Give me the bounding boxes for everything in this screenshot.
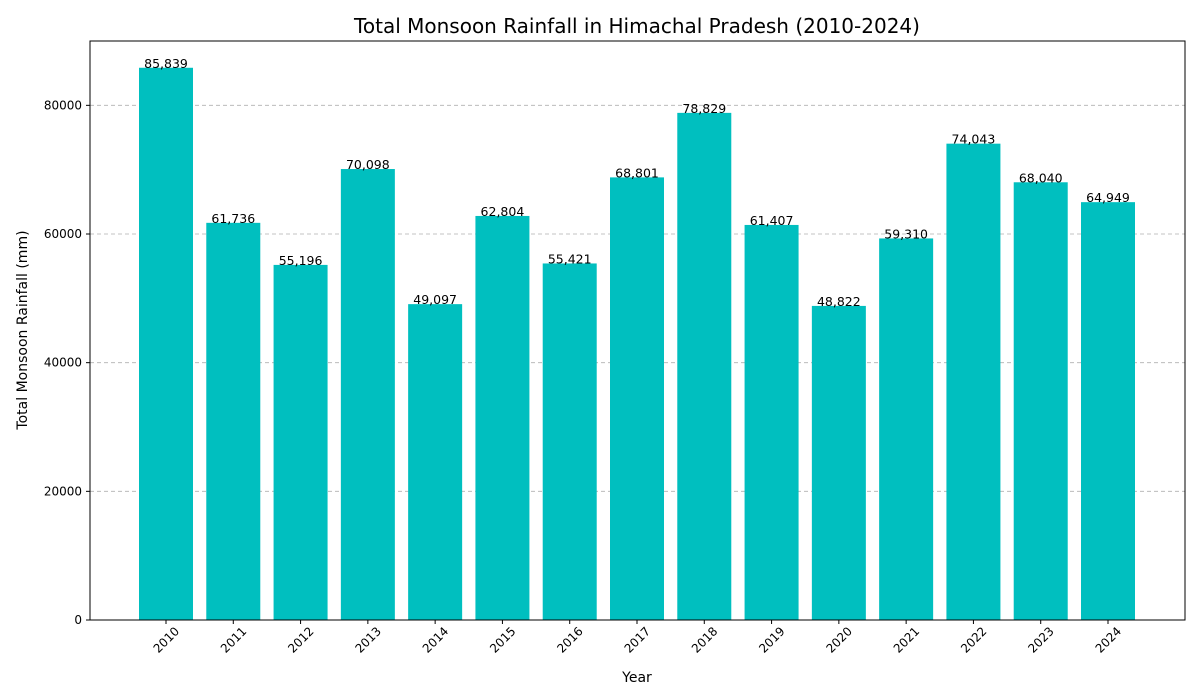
bar: [408, 304, 463, 620]
bar-value-label: 62,804: [481, 204, 525, 219]
x-tick-label: 2020: [823, 624, 854, 655]
y-axis-label: Total Monsoon Rainfall (mm): [15, 230, 31, 430]
bar: [811, 305, 866, 620]
bar: [610, 177, 664, 620]
y-axis-ticks: 0 20000 40000 60000 80000: [44, 98, 90, 627]
y-tick-label: 40000: [44, 356, 82, 370]
bar-value-label: 55,421: [548, 251, 592, 266]
bar-value-label: 74,043: [952, 132, 996, 147]
x-tick-label: 2019: [756, 624, 787, 655]
bar: [206, 222, 261, 620]
x-tick-label: 2011: [218, 624, 249, 655]
x-tick-label: 2024: [1093, 624, 1124, 655]
bar-value-label: 68,801: [615, 165, 659, 180]
bar-value-label: 68,040: [1019, 170, 1063, 185]
bar: [946, 143, 1001, 621]
bar-value-label: 49,097: [413, 292, 457, 307]
x-tick-label: 2017: [622, 624, 653, 655]
bars: [139, 67, 1135, 621]
bar-value-label: 59,310: [884, 226, 928, 241]
bar: [879, 238, 934, 620]
y-tick-label: 60000: [44, 227, 82, 241]
x-tick-label: 2013: [352, 624, 383, 655]
bar: [475, 215, 530, 620]
bar: [1081, 202, 1135, 620]
x-tick-label: 2015: [487, 624, 518, 655]
x-tick-label: 2021: [891, 624, 922, 655]
bar: [340, 169, 395, 620]
bar-value-label: 78,829: [682, 101, 726, 116]
bar: [677, 112, 732, 621]
y-tick-label: 80000: [44, 98, 82, 112]
bar-value-label: 61,407: [750, 213, 794, 228]
x-tick-label: 2010: [151, 624, 182, 655]
bar: [139, 67, 193, 620]
x-axis-label: Year: [621, 670, 652, 686]
bar-value-label: 55,196: [279, 253, 323, 268]
y-tick-label: 0: [74, 613, 82, 627]
bar: [273, 264, 328, 620]
bar-value-label: 70,098: [346, 157, 390, 172]
y-tick-label: 20000: [44, 484, 82, 498]
bar: [542, 263, 597, 620]
bar: [744, 224, 799, 620]
data-labels: 85,839 61,736 55,196 70,098 49,097 62,804 55,4…: [144, 56, 1130, 309]
x-tick-label: 2022: [958, 624, 989, 655]
x-tick-label: 2012: [285, 624, 316, 655]
x-tick-label: 2023: [1025, 624, 1056, 655]
bar: [1013, 182, 1068, 620]
bar-value-label: 64,949: [1086, 190, 1130, 205]
x-tick-label: 2018: [689, 624, 720, 655]
x-tick-label: 2016: [554, 624, 585, 655]
bar-value-label: 48,822: [817, 294, 861, 309]
bar-value-label: 61,736: [211, 211, 255, 226]
chart-title: Total Monsoon Rainfall in Himachal Prade…: [353, 14, 920, 38]
bar-value-label: 85,839: [144, 56, 188, 71]
x-axis-ticks: 2010 2011 2012 2013 2014 2015 2016 2017 2018 2019…: [151, 620, 1124, 656]
x-tick-label: 2014: [420, 624, 451, 655]
